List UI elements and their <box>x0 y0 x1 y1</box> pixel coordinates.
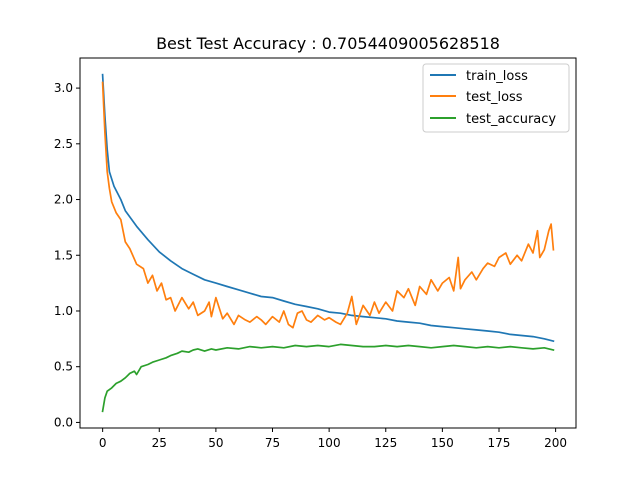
x-tick-label: 50 <box>208 436 223 450</box>
legend-box <box>422 63 570 133</box>
x-tick-label: 150 <box>431 436 454 450</box>
legend-label-test-loss: test_loss <box>466 90 523 105</box>
x-tick-label: 200 <box>544 436 567 450</box>
chart-title: Best Test Accuracy : 0.7054409005628518 <box>156 34 500 53</box>
legend-label-test-accuracy: test_accuracy <box>466 112 556 127</box>
x-tick-label: 75 <box>265 436 280 450</box>
y-tick-label: 0.0 <box>54 415 73 429</box>
series-layer <box>101 73 555 413</box>
legend-label-train-loss: train_loss <box>466 69 528 84</box>
x-tick-label: 100 <box>318 436 341 450</box>
x-tick-label: 175 <box>488 436 511 450</box>
plot-frame <box>79 57 577 429</box>
y-tick-label: 2.5 <box>54 137 73 151</box>
series-line-train-loss <box>101 73 555 343</box>
y-tick-label: 2.0 <box>54 193 73 207</box>
y-tick-label: 3.0 <box>54 81 73 95</box>
y-tick-label: 1.5 <box>54 248 73 262</box>
series-line-test-loss <box>101 81 555 329</box>
legend: train_loss test_loss test_accuracy <box>422 63 570 133</box>
x-tick-label: 0 <box>99 436 107 450</box>
y-tick-label: 0.5 <box>54 360 73 374</box>
x-tick-label: 25 <box>152 436 167 450</box>
ticks-layer: 0 25 50 75 100 125 150 175 200 0.0 0.5 1.0 1.5 2.0 2.5… <box>54 81 567 450</box>
y-tick-label: 1.0 <box>54 304 73 318</box>
series-line-test-accuracy <box>101 343 555 413</box>
x-tick-label: 125 <box>374 436 397 450</box>
